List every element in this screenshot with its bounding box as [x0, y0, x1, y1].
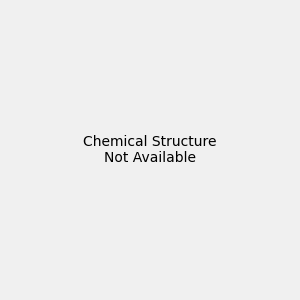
Text: Chemical Structure
Not Available: Chemical Structure Not Available [83, 135, 217, 165]
